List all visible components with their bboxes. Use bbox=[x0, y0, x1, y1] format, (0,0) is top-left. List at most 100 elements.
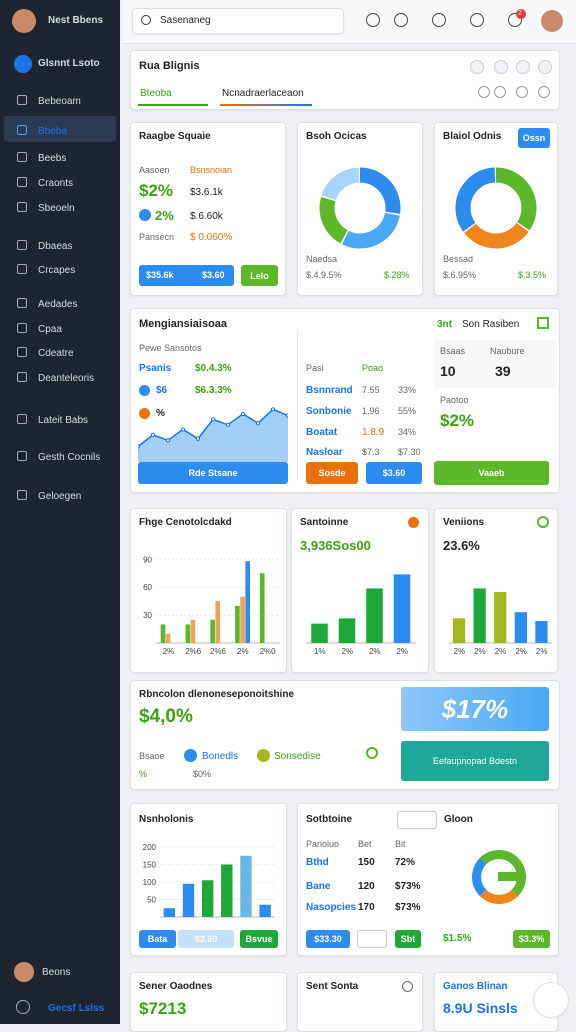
tab[interactable]: Bteoba bbox=[140, 88, 172, 99]
footer-link[interactable]: Gecsf Lslss bbox=[48, 1003, 105, 1014]
button[interactable] bbox=[139, 265, 234, 286]
table-cell: $7.3 bbox=[362, 447, 380, 457]
nav-item[interactable]: Craonts bbox=[38, 178, 74, 189]
nav-icon bbox=[17, 95, 27, 105]
chart: 50 100 150 200 bbox=[143, 843, 275, 918]
column-header: Bet bbox=[358, 839, 372, 849]
button[interactable]: Sbt bbox=[395, 930, 421, 948]
icon bbox=[139, 385, 150, 396]
legend-label: $.28% bbox=[384, 270, 410, 280]
chart bbox=[319, 167, 401, 249]
button[interactable]: Ossn bbox=[518, 128, 550, 148]
nav-item[interactable]: Gesth Cocnils bbox=[38, 452, 101, 463]
y-tick-label: 60 bbox=[143, 583, 152, 592]
nav-icon bbox=[17, 414, 27, 424]
x-tick-label: 2% bbox=[515, 647, 527, 656]
bar bbox=[514, 612, 527, 643]
nav-item[interactable]: Cpaa bbox=[38, 324, 62, 335]
nav-icon bbox=[17, 347, 27, 357]
point bbox=[150, 432, 156, 437]
button[interactable]: Lelo bbox=[241, 265, 278, 286]
button[interactable]: Sosde bbox=[306, 462, 358, 484]
nav-item[interactable]: Bebeoam bbox=[38, 96, 81, 107]
x-tick-label: 2%6 bbox=[210, 647, 227, 656]
nav-item[interactable]: Sbeoeln bbox=[38, 203, 75, 214]
bar bbox=[245, 561, 250, 643]
#1a73e8[interactable]: $3.60 bbox=[178, 930, 234, 948]
x-tick-label: 2% bbox=[396, 647, 408, 656]
nav-item[interactable]: Dbaeas bbox=[38, 241, 73, 252]
nav-item[interactable]: Crcapes bbox=[38, 265, 76, 276]
icon bbox=[516, 86, 528, 98]
bar bbox=[393, 574, 411, 643]
table-cell: Boatat bbox=[306, 427, 338, 438]
overview-card bbox=[130, 50, 560, 110]
badge-count: 2 bbox=[518, 10, 522, 17]
y-tick-label: 50 bbox=[147, 896, 156, 905]
icon bbox=[432, 13, 446, 27]
chart bbox=[455, 167, 537, 249]
nav-icon bbox=[17, 323, 27, 333]
card-title: Sent Sonta bbox=[306, 981, 359, 992]
value: $1.5% bbox=[443, 933, 472, 944]
nav-item[interactable]: Bbeba bbox=[38, 126, 67, 137]
nav-item[interactable]: Deanteleoris bbox=[38, 373, 95, 384]
donut-slice bbox=[319, 167, 401, 249]
label: % bbox=[139, 769, 148, 779]
nav-item[interactable]: Aedades bbox=[38, 299, 78, 310]
logo bbox=[498, 872, 524, 881]
card-title: Raagbe Squaie bbox=[139, 131, 211, 142]
y-tick-label: 30 bbox=[143, 611, 152, 620]
option[interactable]: Sonsedise bbox=[274, 751, 321, 762]
card-title: Fhge Cenotolcdakd bbox=[139, 517, 232, 528]
button[interactable]: $33.30 bbox=[306, 930, 350, 948]
button[interactable]: Rde Stsane bbox=[138, 462, 288, 484]
bar bbox=[240, 855, 252, 917]
nav-icon bbox=[17, 125, 27, 135]
highlight-box: $17% bbox=[401, 687, 549, 731]
stat-label: Naubure bbox=[490, 346, 525, 356]
table-cell: 33% bbox=[398, 385, 417, 395]
search-box[interactable] bbox=[132, 8, 344, 34]
point bbox=[180, 427, 186, 432]
button[interactable]: Bata bbox=[139, 930, 176, 948]
label: Pansecn bbox=[139, 232, 175, 242]
value: $7213 bbox=[139, 999, 187, 1018]
button[interactable]: Vaaeb bbox=[434, 461, 549, 485]
action-button[interactable]: Eefaupnopad Bdestn bbox=[401, 741, 549, 781]
y-tick-label: 100 bbox=[143, 878, 157, 887]
icon bbox=[494, 86, 506, 98]
option[interactable]: Bsaoe bbox=[139, 751, 165, 761]
card-title: Veniions bbox=[443, 517, 485, 528]
value: $2% bbox=[139, 181, 174, 200]
x-tick-label: 2% bbox=[495, 647, 507, 656]
nav-item[interactable]: Beebs bbox=[38, 153, 67, 164]
dropdown[interactable] bbox=[397, 811, 437, 829]
bar bbox=[163, 908, 176, 917]
table-cell: $73% bbox=[395, 902, 421, 913]
nav-item[interactable]: Lateit Babs bbox=[38, 415, 89, 426]
nav-item[interactable]: Cdeatre bbox=[38, 348, 74, 359]
sidebar bbox=[0, 0, 120, 1024]
table-cell: Sonbonie bbox=[306, 406, 352, 417]
button[interactable]: $3.60 bbox=[366, 462, 422, 484]
button[interactable]: Bsvue bbox=[240, 930, 278, 948]
x-tick-label: 2% bbox=[474, 647, 486, 656]
point bbox=[165, 438, 171, 443]
button[interactable] bbox=[357, 930, 387, 948]
card-title: Blaiol Odnis bbox=[443, 131, 502, 142]
search-text: Sasenaneg bbox=[160, 15, 211, 26]
tab[interactable]: Ncnadraerlaceaon bbox=[222, 88, 304, 99]
bar bbox=[366, 588, 383, 643]
table-cell: Nasloar bbox=[306, 447, 343, 458]
nav-item[interactable]: Geloegen bbox=[38, 491, 82, 502]
label: $0% bbox=[193, 769, 212, 779]
floating-button[interactable] bbox=[533, 982, 569, 1018]
table-cell: Bane bbox=[306, 881, 331, 892]
bar bbox=[182, 883, 195, 917]
button[interactable]: $3.3% bbox=[513, 930, 550, 948]
avatar bbox=[12, 9, 36, 33]
button-text: $3.60 bbox=[202, 270, 225, 280]
option[interactable]: Bonedls bbox=[202, 751, 239, 762]
